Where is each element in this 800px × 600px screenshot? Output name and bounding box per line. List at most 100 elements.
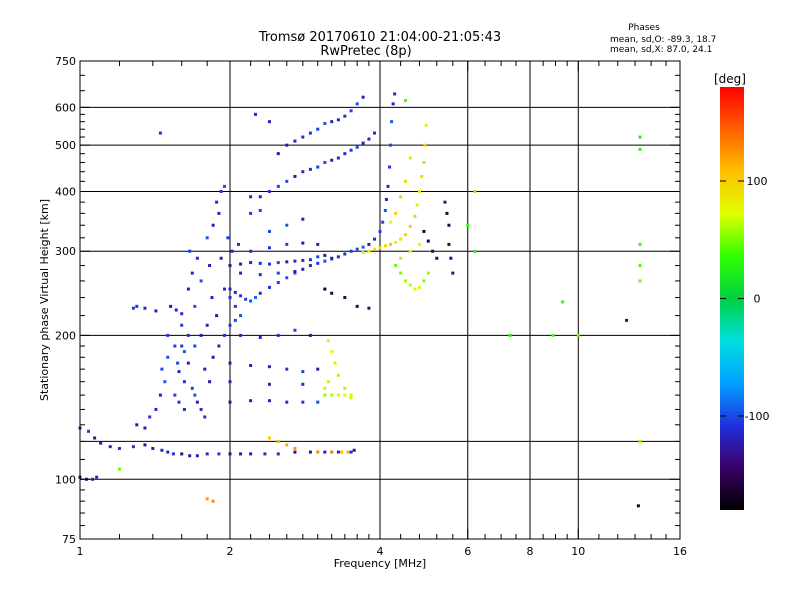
- echo-point: [388, 165, 392, 169]
- echo-point: [249, 211, 253, 215]
- echo-point: [636, 504, 640, 508]
- echo-point: [276, 439, 280, 443]
- echo-point: [267, 399, 271, 403]
- echo-point: [638, 279, 642, 283]
- echo-point: [423, 143, 427, 147]
- echo-point: [316, 165, 320, 169]
- echo-point: [336, 255, 340, 259]
- echo-point: [143, 306, 147, 310]
- echo-point: [195, 454, 199, 458]
- echo-point: [253, 296, 257, 300]
- echo-point: [166, 450, 170, 454]
- echo-point: [233, 304, 237, 308]
- echo-point: [561, 300, 565, 304]
- echo-point: [330, 120, 334, 124]
- echo-point: [367, 137, 371, 141]
- echo-point: [301, 400, 305, 404]
- echo-point: [422, 279, 426, 283]
- echo-point: [293, 259, 297, 263]
- echo-point: [349, 249, 353, 253]
- echo-point: [205, 452, 209, 456]
- x-tick-label: 8: [527, 545, 534, 558]
- echo-point: [217, 211, 221, 215]
- echo-point: [176, 361, 180, 365]
- echo-point: [217, 452, 221, 456]
- echo-point: [211, 499, 215, 503]
- echo-point: [182, 350, 186, 354]
- echo-point: [205, 236, 209, 240]
- echo-point: [308, 264, 312, 268]
- echo-point: [301, 241, 305, 245]
- x-tick-label: 16: [673, 545, 687, 558]
- echo-point: [326, 380, 330, 384]
- echo-point: [386, 184, 390, 188]
- echo-point: [378, 229, 382, 233]
- echo-point: [316, 127, 320, 131]
- echo-point: [154, 407, 158, 411]
- echo-point: [447, 223, 451, 227]
- echo-point: [173, 393, 177, 397]
- echo-point: [186, 287, 190, 291]
- echo-point: [285, 179, 289, 183]
- echo-point: [160, 448, 164, 452]
- echo-point: [228, 361, 232, 365]
- echo-point: [403, 233, 407, 237]
- echo-point: [323, 450, 327, 454]
- echo-point: [403, 279, 407, 283]
- echo-point: [199, 279, 203, 283]
- echo-point: [301, 267, 305, 271]
- echo-point: [293, 446, 297, 450]
- echo-point: [424, 123, 428, 127]
- echo-point: [276, 452, 280, 456]
- echo-point: [267, 229, 271, 233]
- echo-point: [473, 249, 477, 253]
- echo-point: [355, 145, 359, 149]
- echo-point: [148, 415, 152, 419]
- echo-point: [249, 299, 253, 303]
- echo-point: [293, 450, 297, 454]
- x-tick-label: 10: [571, 545, 585, 558]
- echo-point: [158, 393, 162, 397]
- echo-point: [330, 158, 334, 162]
- x-axis-label: Frequency [MHz]: [334, 557, 426, 570]
- echo-point: [143, 443, 147, 447]
- echo-point: [349, 450, 353, 454]
- data-points: [78, 92, 642, 508]
- echo-point: [473, 189, 477, 193]
- echo-point: [431, 249, 435, 253]
- echo-point: [301, 217, 305, 221]
- echo-point: [219, 256, 223, 260]
- echo-point: [195, 256, 199, 260]
- echo-point: [93, 436, 97, 440]
- echo-point: [219, 189, 223, 193]
- echo-point: [86, 429, 90, 433]
- echo-point: [233, 318, 237, 322]
- echo-point: [361, 251, 365, 255]
- echo-point: [239, 294, 243, 298]
- echo-point: [308, 258, 312, 262]
- echo-point: [361, 141, 365, 145]
- echo-point: [211, 223, 215, 227]
- echo-point: [308, 131, 312, 135]
- echo-point: [193, 344, 197, 348]
- echo-point: [316, 400, 320, 404]
- echo-point: [228, 323, 232, 327]
- echo-point: [226, 236, 230, 240]
- echo-point: [190, 386, 194, 390]
- echo-point: [323, 386, 327, 390]
- echo-point: [199, 407, 203, 411]
- echo-point: [638, 264, 642, 268]
- echo-point: [638, 147, 642, 151]
- axis-ticks: [79, 60, 681, 540]
- echo-point: [389, 242, 393, 246]
- echo-point: [180, 452, 184, 456]
- echo-point: [466, 223, 470, 227]
- echo-point: [267, 382, 271, 386]
- y-tick-label: 75: [62, 533, 76, 546]
- x-tick-label: 4: [377, 545, 384, 558]
- echo-point: [188, 454, 192, 458]
- echo-point: [323, 122, 327, 126]
- echo-point: [210, 296, 214, 300]
- chart-title: Tromsø 20170610 21:04:00-21:05:43: [258, 30, 501, 45]
- x-tick-label: 6: [464, 545, 471, 558]
